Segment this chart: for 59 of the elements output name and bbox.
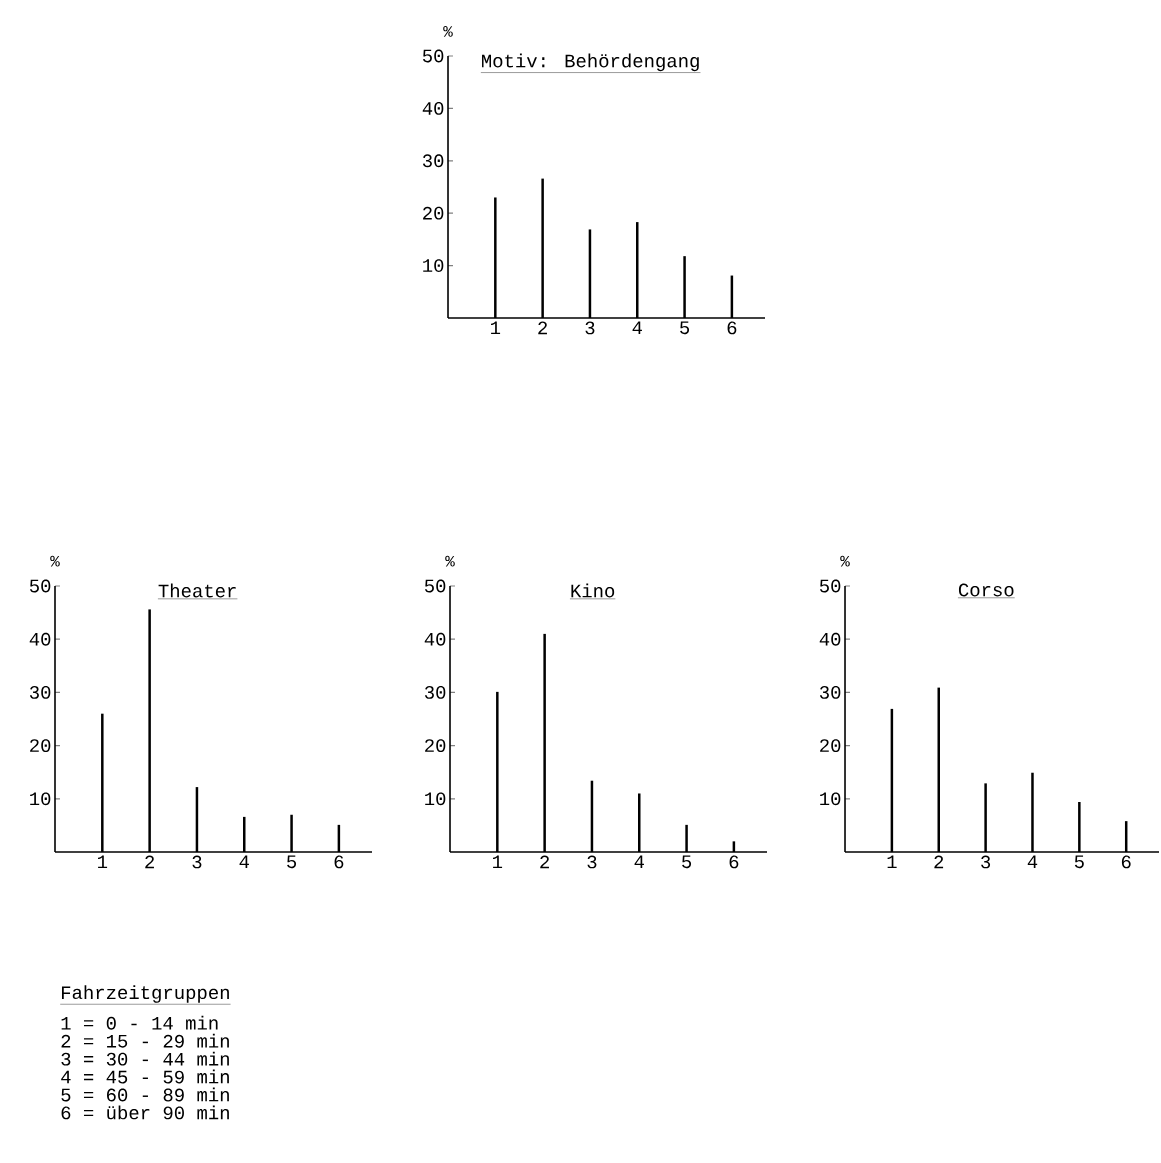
x-tick-label: 4 <box>239 855 249 868</box>
text: 6 = über 90 min <box>61 1105 229 1120</box>
y-tick-label: 30 <box>29 685 51 699</box>
y-tick-label: 10 <box>820 792 841 806</box>
text: 3 = 30 - 44 min <box>61 1051 229 1066</box>
x-tick-label: 6 <box>729 855 739 869</box>
x-tick-label: 4 <box>632 321 642 334</box>
y-tick-label: 50 <box>819 579 841 593</box>
y-tick-label: 40 <box>819 632 841 646</box>
x-tick-label: 5 <box>287 855 297 869</box>
text: 4 = 45 - 59 min <box>61 1069 229 1084</box>
x-tick-label: 5 <box>680 321 690 335</box>
x-tick-label: 1 <box>491 321 501 334</box>
y-tick-label: 40 <box>29 632 51 646</box>
x-tick-label: 2 <box>540 855 549 869</box>
x-tick-label: 5 <box>1074 855 1084 869</box>
y-tick-label: 20 <box>423 206 444 220</box>
y-tick-label: 20 <box>30 739 51 753</box>
x-tick-label: 5 <box>682 855 692 869</box>
y-tick-label: 30 <box>819 685 841 699</box>
y-tick-label: 10 <box>30 792 51 806</box>
chart-title: Kino <box>571 583 615 598</box>
y-axis-title: % <box>443 26 453 37</box>
x-tick-label: 1 <box>493 855 503 868</box>
y-axis-title: % <box>445 555 455 567</box>
x-tick-label: 6 <box>334 855 344 869</box>
y-tick-label: 20 <box>820 739 841 753</box>
x-tick-label: 1 <box>887 855 897 868</box>
x-tick-label: 3 <box>585 321 595 335</box>
x-tick-label: 3 <box>587 855 597 869</box>
y-tick-label: 30 <box>424 685 446 699</box>
y-axis-title: % <box>50 555 60 567</box>
x-tick-label: 3 <box>981 855 991 869</box>
y-tick-label: 40 <box>422 101 444 115</box>
x-tick-label: 1 <box>98 855 108 868</box>
x-tick-label: 4 <box>634 855 644 868</box>
text: Fahrzeitgruppen <box>62 985 229 1003</box>
y-tick-label: 10 <box>423 259 444 273</box>
x-tick-label: 2 <box>934 855 944 869</box>
y-axis-title: % <box>840 555 850 567</box>
y-tick-label: 20 <box>425 739 446 753</box>
x-tick-label: 2 <box>145 855 154 869</box>
text: 5 = 60 - 89 min <box>61 1087 229 1102</box>
y-tick-label: 50 <box>29 579 51 593</box>
x-tick-label: 2 <box>538 321 547 335</box>
x-tick-label: 3 <box>192 855 202 869</box>
x-tick-label: 6 <box>727 321 737 335</box>
x-tick-label: 6 <box>1121 855 1131 869</box>
y-tick-label: 50 <box>424 579 446 593</box>
y-tick-label: 40 <box>424 632 446 646</box>
chart-title: Motiv: Behördengang <box>482 53 699 72</box>
text: 2 = 15 - 29 min <box>61 1033 229 1048</box>
y-tick-label: 50 <box>422 49 444 63</box>
y-tick-label: 30 <box>422 154 444 168</box>
y-tick-label: 10 <box>425 792 446 806</box>
text: 1 = 0 - 14 min <box>61 1015 218 1030</box>
chart-title: Theater <box>158 583 236 598</box>
chart-title: Corso <box>958 583 1014 597</box>
x-tick-label: 4 <box>1027 855 1038 868</box>
